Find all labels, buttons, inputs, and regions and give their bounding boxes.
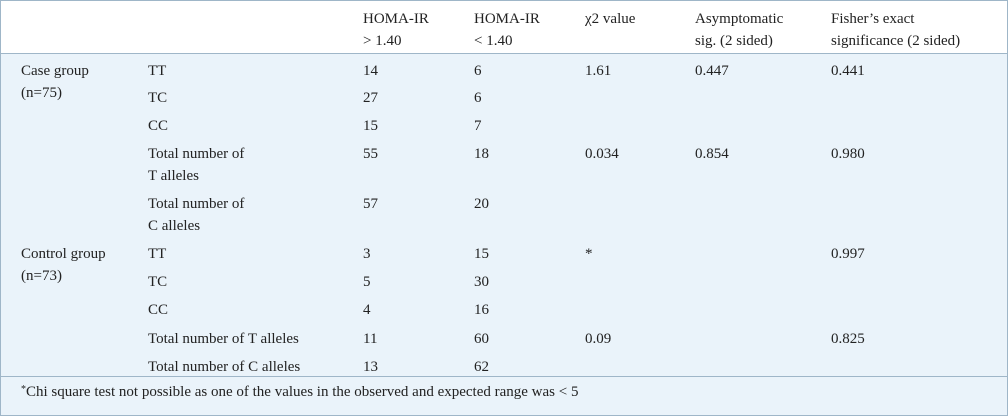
genotype-cell-line: Total number of T alleles (148, 331, 299, 347)
column-header: Asymptomatic sig. (2 sided) (695, 8, 783, 52)
homa-low-cell: 20 (474, 196, 489, 212)
homa-high-cell: 57 (363, 196, 378, 212)
column-header: χ2 value (585, 8, 635, 30)
homa-low-cell: 7 (474, 118, 482, 134)
group-cell: Control group (n=73) (21, 243, 106, 287)
group-cell-line: Control group (21, 246, 106, 262)
footnote: *Chi square test not possible as one of … (21, 381, 578, 403)
column-header-line: significance (2 sided) (831, 33, 961, 49)
homa-high-cell: 3 (363, 246, 371, 262)
genotype-cell-line: T alleles (148, 168, 199, 184)
genotype-cell-line: TT (148, 246, 167, 262)
homa-low-cell: 30 (474, 274, 489, 290)
homa-high-cell: 5 (363, 274, 371, 290)
homa-high-cell: 13 (363, 359, 378, 375)
homa-low-cell: 6 (474, 90, 482, 106)
genotype-cell: Total number of C alleles (148, 193, 244, 237)
asymptomatic-sig-cell: 0.447 (695, 63, 729, 79)
group-cell-line: (n=75) (21, 85, 62, 101)
column-header: HOMA-IR < 1.40 (474, 8, 540, 52)
homa-low-cell: 6 (474, 63, 482, 79)
header-divider (1, 53, 1007, 54)
fisher-sig-cell: 0.997 (831, 246, 865, 262)
column-header: Fisher’s exact significance (2 sided) (831, 8, 960, 52)
group-cell-line: Case group (21, 63, 89, 79)
homa-low-cell: 16 (474, 302, 489, 318)
chi-square-cell: 0.034 (585, 146, 619, 162)
genotype-cell: TT (148, 243, 166, 265)
footer-divider (1, 376, 1007, 377)
genotype-cell-line: TT (148, 63, 167, 79)
fisher-sig-cell: 0.825 (831, 331, 865, 347)
column-header: HOMA-IR > 1.40 (363, 8, 429, 52)
genotype-cell-line: C alleles (148, 218, 201, 234)
column-header-line: Asymptomatic (695, 11, 784, 27)
genotype-cell: CC (148, 299, 168, 321)
group-cell-line: (n=73) (21, 268, 62, 284)
homa-high-cell: 4 (363, 302, 371, 318)
genotype-cell: Total number of T alleles (148, 143, 244, 187)
column-header-line: HOMA-IR (363, 11, 429, 27)
genotype-cell: Total number of C alleles (148, 356, 300, 378)
genotype-cell: TT (148, 60, 166, 82)
fisher-sig-cell: 0.980 (831, 146, 865, 162)
homa-low-cell: 60 (474, 331, 489, 347)
asymptomatic-sig-cell: 0.854 (695, 146, 729, 162)
genotype-cell: TC (148, 271, 167, 293)
homa-high-cell: 14 (363, 63, 378, 79)
genotype-cell: TC (148, 87, 167, 109)
chi-square-cell: * (585, 246, 593, 262)
genotype-cell-line: Total number of C alleles (148, 359, 301, 375)
genotype-cell-line: CC (148, 302, 169, 318)
homa-high-cell: 15 (363, 118, 378, 134)
fisher-sig-cell: 0.441 (831, 63, 865, 79)
homa-low-cell: 18 (474, 146, 489, 162)
genotype-cell-line: Total number of (148, 146, 245, 162)
genotype-cell-line: TC (148, 274, 168, 290)
homa-low-cell: 15 (474, 246, 489, 262)
genotype-cell-line: TC (148, 90, 168, 106)
homa-high-cell: 11 (363, 331, 378, 347)
homa-low-cell: 62 (474, 359, 489, 375)
genotype-cell: Total number of T alleles (148, 328, 299, 350)
chi-square-cell: 0.09 (585, 331, 612, 347)
column-header-line: < 1.40 (474, 33, 513, 49)
footnote-marker: * (21, 384, 26, 395)
chi-square-cell: 1.61 (585, 63, 612, 79)
column-header-line: χ2 value (585, 11, 636, 27)
group-cell: Case group (n=75) (21, 60, 89, 104)
column-header-line: HOMA-IR (474, 11, 540, 27)
column-header-line: sig. (2 sided) (695, 33, 773, 49)
genotype-cell-line: Total number of (148, 196, 245, 212)
footnote-text: Chi square test not possible as one of t… (26, 384, 579, 400)
footnote-area (1, 377, 1007, 415)
table-header (1, 1, 1007, 53)
homa-high-cell: 55 (363, 146, 378, 162)
genotype-cell: CC (148, 115, 168, 137)
column-header-line: > 1.40 (363, 33, 402, 49)
homa-high-cell: 27 (363, 90, 378, 106)
column-header-line: Fisher’s exact (831, 11, 915, 27)
genotype-cell-line: CC (148, 118, 169, 134)
